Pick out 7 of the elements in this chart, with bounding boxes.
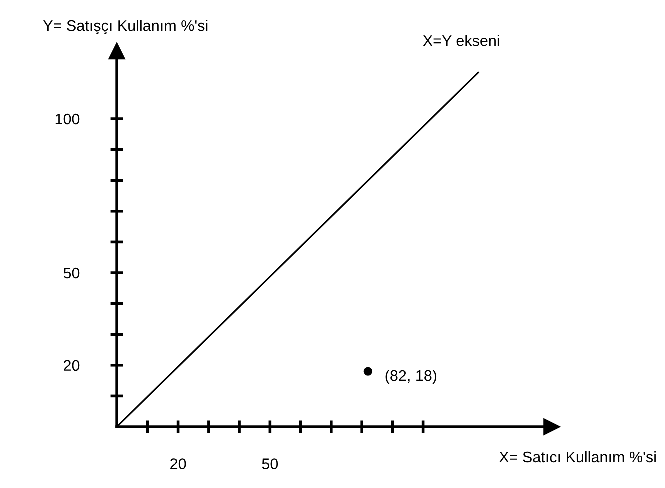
y-axis-title: Y= Satışçı Kullanım %'si (43, 20, 208, 34)
y-tick-label: 50 (64, 268, 80, 279)
x-axis-title: X= Satıcı Kullanım %'si (499, 451, 656, 463)
annotation: X=Y ekseni (423, 35, 500, 46)
y-tick-label: 100 (56, 114, 80, 125)
annotation: (82, 18) (386, 370, 437, 384)
y-tick-label: 20 (64, 360, 80, 372)
